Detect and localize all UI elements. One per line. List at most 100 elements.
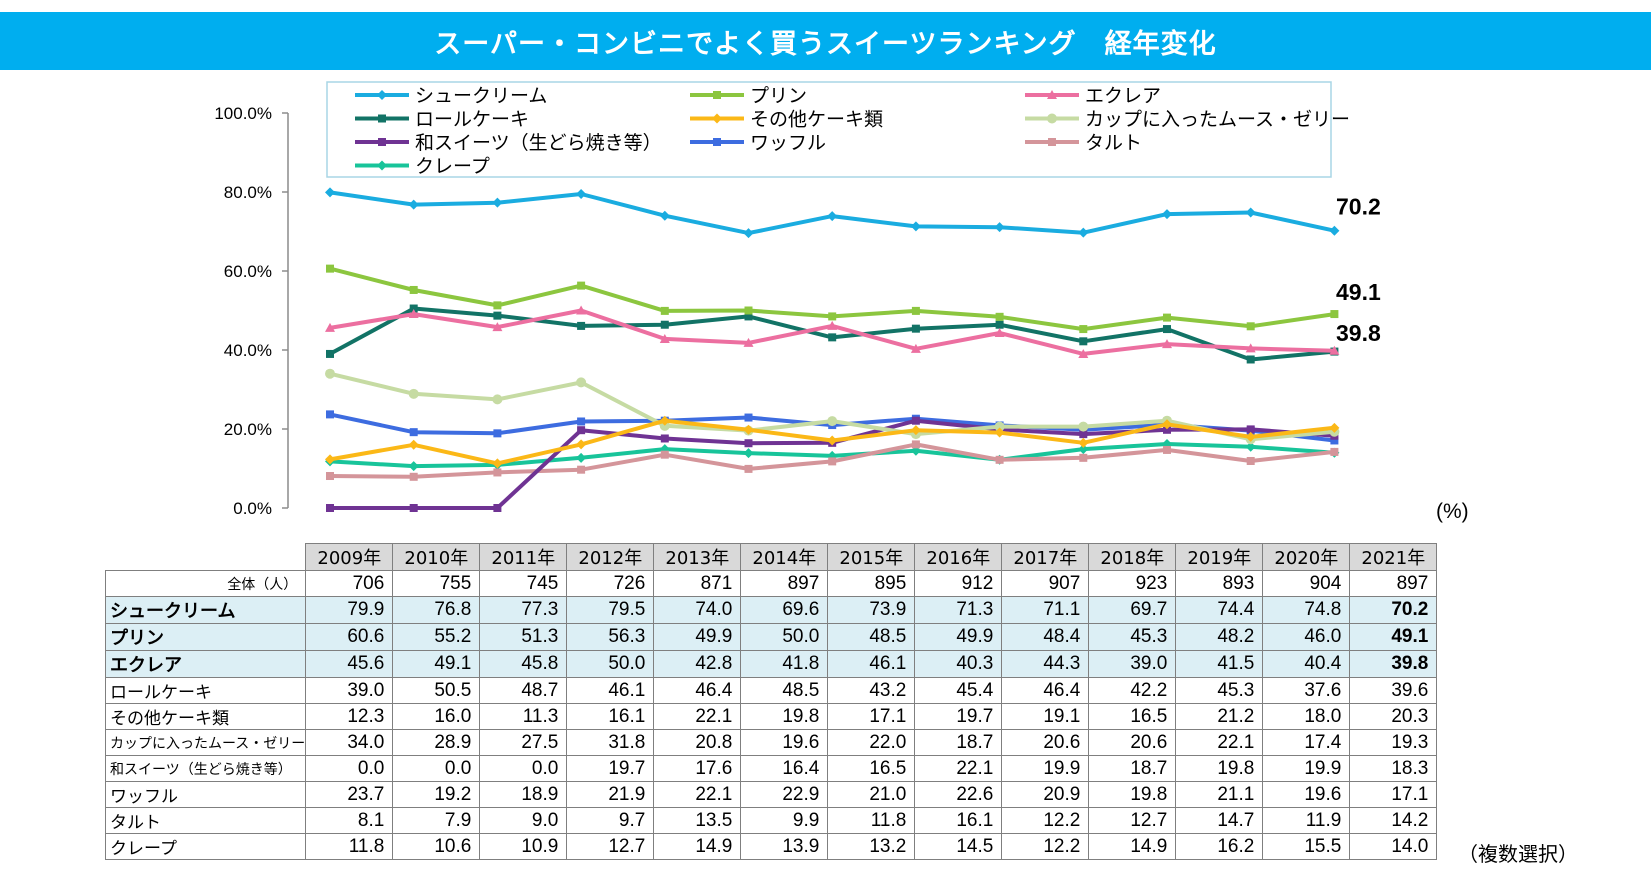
data-point (744, 464, 753, 473)
table-cell: 897 (740, 570, 829, 597)
table-row: エクレア 45.6 49.1 45.8 50.0 42.8 41.8 46.1 40.3 44.3… (104, 650, 1438, 678)
data-point (577, 426, 586, 435)
data-point (994, 328, 1005, 338)
data-point (326, 264, 334, 273)
y-tick-label: 80.0% (224, 183, 272, 202)
table-cell: 71.3 (914, 596, 1003, 624)
table-cell: 39.0 (1088, 650, 1177, 678)
legend-item: カップに入ったムース・ゼリー (1025, 109, 1350, 131)
table-cell: 19.8 (1175, 755, 1264, 782)
data-point (326, 472, 334, 481)
table-cell: 45.3 (1088, 623, 1177, 651)
data-point (492, 458, 503, 469)
row-label: シュークリーム (104, 596, 307, 624)
series-group (325, 187, 1340, 512)
table-cell: 19.1 (1001, 703, 1090, 730)
table-cell: 71.1 (1001, 596, 1090, 624)
table-cell: 49.1 (1349, 623, 1438, 651)
row-label: タルト (104, 807, 307, 834)
data-point (325, 368, 335, 379)
table-cell: 50.0 (740, 623, 829, 651)
data-point (493, 311, 502, 320)
data-point (1162, 209, 1172, 220)
data-point (910, 221, 921, 232)
table-cell: 60.6 (305, 623, 394, 651)
end-value-label: 70.2 (1336, 194, 1381, 220)
legend-label: プリン (750, 85, 807, 107)
data-point (1078, 444, 1089, 455)
table-cell: 19.6 (1262, 781, 1351, 808)
data-point (1047, 113, 1057, 124)
series-4 (326, 304, 1339, 364)
data-point (408, 388, 419, 399)
table-cell: 11.3 (479, 703, 568, 730)
year-header: 2012年 (566, 543, 655, 571)
table-cell: 43.2 (827, 677, 916, 704)
data-point (828, 457, 837, 466)
table-cell: 34.0 (305, 729, 394, 756)
table-cell: 14.2 (1349, 807, 1438, 834)
data-point (576, 305, 587, 315)
data-point (743, 424, 754, 435)
y-tick-label: 40.0% (224, 341, 272, 360)
data-point (910, 343, 921, 353)
table-cell: 22.0 (827, 729, 916, 756)
table-row: クレープ 11.8 10.6 10.9 12.7 14.9 13.9 13.2 14.5 12.2… (104, 833, 1438, 860)
y-tick-label: 0.0% (233, 499, 272, 518)
table-cell: 0.0 (392, 755, 481, 782)
table-cell: 40.3 (914, 650, 1003, 678)
table-cell: 13.9 (740, 833, 829, 860)
year-header: 2011年 (479, 543, 568, 571)
table-cell: 69.6 (740, 596, 829, 624)
chart-title: スーパー・コンビニでよく買うスイーツランキング 経年変化 (434, 28, 1217, 60)
data-point (1245, 431, 1256, 442)
table-cell: 20.6 (1001, 729, 1090, 756)
data-point (326, 410, 334, 419)
table-cell: 11.9 (1262, 807, 1351, 834)
table-cell: 21.0 (827, 781, 916, 808)
table-cell: 904 (1262, 570, 1351, 597)
data-point (325, 187, 335, 198)
data-point (1163, 445, 1171, 454)
data-point (1079, 337, 1088, 346)
data-point (743, 448, 754, 459)
data-point (409, 504, 418, 512)
table-cell: 45.3 (1175, 677, 1264, 704)
table-cell: 18.7 (1088, 755, 1177, 782)
table-cell: 19.2 (392, 781, 481, 808)
data-point (1330, 447, 1339, 456)
table-cell: 19.8 (740, 703, 829, 730)
table-cell: 46.4 (1001, 677, 1090, 704)
data-point (408, 309, 419, 319)
table-cell: 21.9 (566, 781, 655, 808)
table-cell: 39.6 (1349, 677, 1438, 704)
data-point (408, 439, 419, 450)
row-label: エクレア (104, 650, 307, 678)
table-cell: 79.5 (566, 596, 655, 624)
table-cell: 893 (1175, 570, 1264, 597)
data-point (827, 435, 838, 446)
year-header: 2019年 (1175, 543, 1264, 571)
data-point (492, 394, 503, 405)
table-cell: 16.4 (740, 755, 829, 782)
table-cell: 69.7 (1088, 596, 1177, 624)
table-cell: 51.3 (479, 623, 568, 651)
table-cell: 18.3 (1349, 755, 1438, 782)
unit-label: (%) (1436, 500, 1469, 523)
table-cell: 46.0 (1262, 623, 1351, 651)
data-point (1078, 348, 1089, 358)
table-cell: 20.3 (1349, 703, 1438, 730)
legend-item: シュークリーム (355, 85, 547, 107)
table-cell: 37.6 (1262, 677, 1351, 704)
data-point (1330, 436, 1339, 445)
table-cell: 14.9 (1088, 833, 1177, 860)
data-point (577, 321, 586, 330)
table-cell: 48.5 (740, 677, 829, 704)
year-header: 2013年 (653, 543, 742, 571)
legend-label: カップに入ったムース・ゼリー (1085, 109, 1350, 131)
table-cell: 79.9 (305, 596, 394, 624)
data-point (994, 427, 1005, 438)
data-point (378, 114, 386, 123)
data-point (1246, 322, 1255, 331)
